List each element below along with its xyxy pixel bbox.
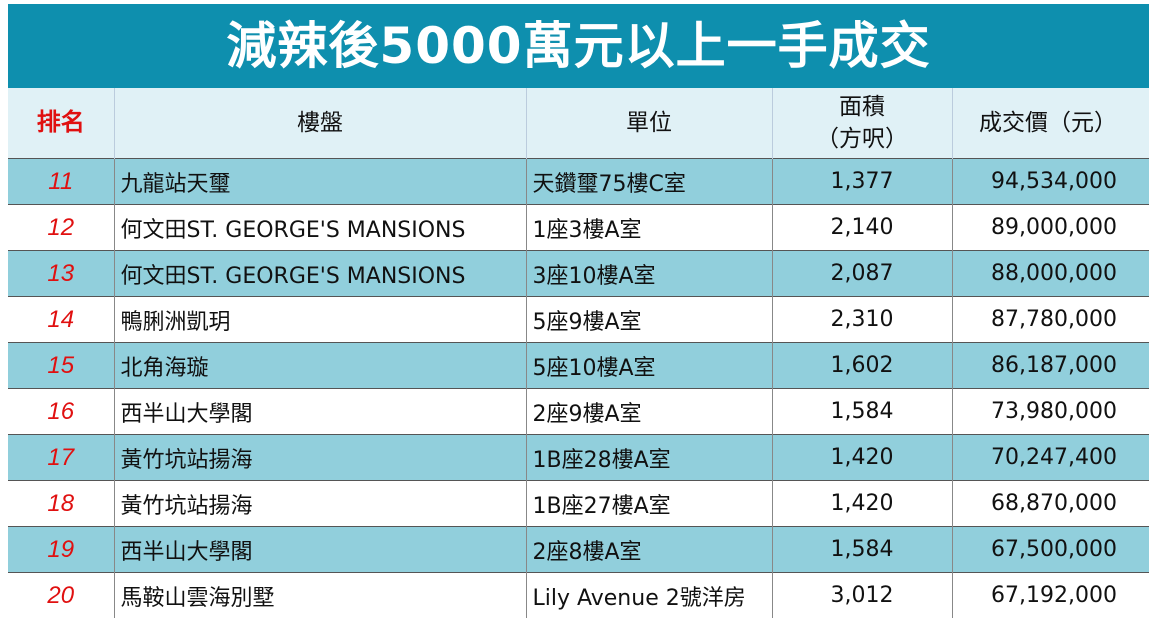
- table-cell: 九龍站天璽: [114, 158, 527, 205]
- table-cell: 19: [8, 526, 115, 573]
- table-cell: 94,534,000: [952, 158, 1149, 205]
- table-cell: 1,377: [772, 158, 953, 205]
- table-row: 16 西半山大學閣 2座9樓A室 1,584 73,980,000: [8, 388, 1149, 435]
- infographic: 減辣後5000萬元以上一手成交 排名 樓盤 單位 面積 （方呎） 成交價（元） 11 九龍…: [8, 4, 1149, 618]
- table-row: 14 鴨脷洲凱玥 5座9樓A室 2,310 87,780,000: [8, 296, 1149, 343]
- table-cell: 87,780,000: [952, 296, 1149, 343]
- table-cell: 北角海璇: [114, 342, 527, 389]
- header-cell: 樓盤: [114, 88, 527, 159]
- table-row: 18 黃竹坑站揚海 1B座27樓A室 1,420 68,870,000: [8, 480, 1149, 527]
- table-cell: 5座9樓A室: [526, 296, 773, 343]
- table-cell: 1,420: [772, 480, 953, 527]
- table-cell: 1,584: [772, 526, 953, 573]
- table-cell: 89,000,000: [952, 204, 1149, 251]
- table-cell: 2座8樓A室: [526, 526, 773, 573]
- table-cell: 68,870,000: [952, 480, 1149, 527]
- table-cell: 16: [8, 388, 115, 435]
- table-row: 11 九龍站天璽 天鑽璽75樓C室 1,377 94,534,000: [8, 158, 1149, 205]
- table-cell: 黃竹坑站揚海: [114, 434, 527, 481]
- table-cell: 何文田ST. GEORGE'S MANSIONS: [114, 204, 527, 251]
- table-cell: Lily Avenue 2號洋房: [526, 572, 773, 618]
- table-cell: 11: [8, 158, 115, 205]
- table-cell: 12: [8, 204, 115, 251]
- table-row: 13 何文田ST. GEORGE'S MANSIONS 3座10樓A室 2,087 88…: [8, 250, 1149, 297]
- table-cell: 2,087: [772, 250, 953, 297]
- table-row: 17 黃竹坑站揚海 1B座28樓A室 1,420 70,247,400: [8, 434, 1149, 481]
- table: 排名 樓盤 單位 面積 （方呎） 成交價（元） 11 九龍站天璽 天鑽璽75樓C室 1,377…: [8, 88, 1149, 618]
- table-cell: 鴨脷洲凱玥: [114, 296, 527, 343]
- table-cell: 西半山大學閣: [114, 526, 527, 573]
- table-body: 11 九龍站天璽 天鑽璽75樓C室 1,377 94,534,000 12 何文田ST. G…: [8, 158, 1149, 618]
- table-cell: 14: [8, 296, 115, 343]
- table-row: 20 馬鞍山雲海別墅 Lily Avenue 2號洋房 3,012 67,192,000: [8, 572, 1149, 618]
- title: 減辣後5000萬元以上一手成交: [8, 4, 1149, 88]
- table-cell: 15: [8, 342, 115, 389]
- table-cell: 3,012: [772, 572, 953, 618]
- table-cell: 1B座28樓A室: [526, 434, 773, 481]
- table-cell: 67,192,000: [952, 572, 1149, 618]
- table-cell: 67,500,000: [952, 526, 1149, 573]
- table-cell: 1,584: [772, 388, 953, 435]
- table-cell: 2座9樓A室: [526, 388, 773, 435]
- table-row: 19 西半山大學閣 2座8樓A室 1,584 67,500,000: [8, 526, 1149, 573]
- table-cell: 西半山大學閣: [114, 388, 527, 435]
- header-cell: 單位: [526, 88, 773, 159]
- header-cell: 面積 （方呎）: [772, 88, 953, 159]
- table-cell: 88,000,000: [952, 250, 1149, 297]
- header-row: 排名 樓盤 單位 面積 （方呎） 成交價（元）: [8, 88, 1149, 159]
- table-cell: 1,602: [772, 342, 953, 389]
- table-cell: 黃竹坑站揚海: [114, 480, 527, 527]
- table-cell: 3座10樓A室: [526, 250, 773, 297]
- table-row: 12 何文田ST. GEORGE'S MANSIONS 1座3樓A室 2,140 89,…: [8, 204, 1149, 251]
- table-cell: 86,187,000: [952, 342, 1149, 389]
- table-cell: 20: [8, 572, 115, 618]
- table-cell: 1B座27樓A室: [526, 480, 773, 527]
- table-cell: 70,247,400: [952, 434, 1149, 481]
- table-cell: 馬鞍山雲海別墅: [114, 572, 527, 618]
- table-cell: 2,310: [772, 296, 953, 343]
- header-cell: 排名: [8, 88, 115, 159]
- table-cell: 1,420: [772, 434, 953, 481]
- header-cell: 成交價（元）: [952, 88, 1149, 159]
- table-cell: 73,980,000: [952, 388, 1149, 435]
- table-cell: 18: [8, 480, 115, 527]
- table-cell: 1座3樓A室: [526, 204, 773, 251]
- table-cell: 天鑽璽75樓C室: [526, 158, 773, 205]
- table-cell: 13: [8, 250, 115, 297]
- table-cell: 何文田ST. GEORGE'S MANSIONS: [114, 250, 527, 297]
- table-cell: 17: [8, 434, 115, 481]
- table-cell: 5座10樓A室: [526, 342, 773, 389]
- table-cell: 2,140: [772, 204, 953, 251]
- table-row: 15 北角海璇 5座10樓A室 1,602 86,187,000: [8, 342, 1149, 389]
